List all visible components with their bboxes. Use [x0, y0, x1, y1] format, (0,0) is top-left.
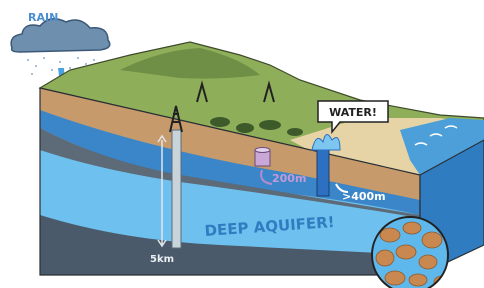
well-depth-label: 5km	[150, 254, 174, 265]
deep-well	[172, 130, 181, 248]
rain-label: RAIN	[28, 11, 58, 24]
shallow-depth-label: 200m	[272, 172, 306, 185]
aquifer-well	[317, 150, 329, 196]
water-label: WATER!	[329, 106, 377, 119]
deep-depth-label: >400m	[342, 190, 386, 203]
aquifer-diagram: RAIN 5km 200m >400m WATER! DEEP AQUIFER!	[0, 0, 484, 288]
